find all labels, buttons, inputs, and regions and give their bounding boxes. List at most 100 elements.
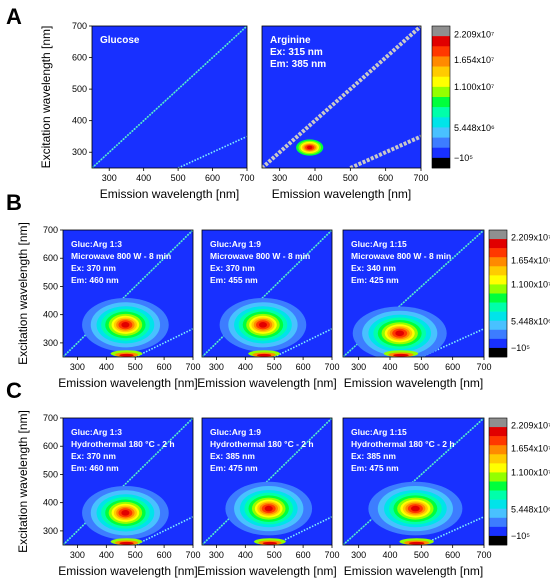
- colorbar-label: −10⁵: [511, 343, 530, 353]
- colorbar-swatch: [489, 445, 507, 455]
- x-tick-label: 600: [157, 362, 172, 372]
- colorbar-label: 2.209x10⁷: [454, 30, 494, 40]
- x-axis-label: Emission wavelength [nm]: [344, 376, 483, 390]
- x-tick-label: 400: [99, 362, 114, 372]
- colorbar-swatch: [489, 535, 507, 546]
- x-tick-label: 300: [351, 362, 366, 372]
- colorbar-swatch: [489, 275, 507, 285]
- colorbar-swatch: [489, 418, 507, 428]
- panel-letter-a: A: [6, 4, 22, 29]
- colorbar-swatch: [489, 230, 507, 240]
- x-tick-label: 300: [209, 362, 224, 372]
- colorbar-swatch: [489, 284, 507, 294]
- eem-panel-c-2: Gluc:Arg 1:9 Hydrothermal 180 °C - 2 h Ex:…: [197, 417, 340, 578]
- colorbar-swatch: [489, 490, 507, 500]
- plot-frame: [62, 229, 194, 358]
- second-order-scatter-line: [421, 516, 484, 545]
- x-tick-label: 600: [296, 550, 311, 560]
- x-tick-label: 300: [70, 362, 85, 372]
- colorbar-label: 1.654x10⁷: [511, 443, 550, 453]
- contour-level-10: [410, 505, 420, 512]
- panel-text-line: Em: 460 nm: [71, 463, 119, 473]
- y-tick-label: 500: [43, 281, 58, 291]
- x-tick-label: 300: [351, 550, 366, 560]
- panel-text-line: Hydrothermal 180 °C - 2 h: [351, 439, 455, 449]
- y-tick-label: 600: [43, 441, 58, 451]
- colorbar-swatch: [432, 117, 450, 128]
- scatter-glow: [92, 26, 247, 168]
- plot-content: [343, 418, 484, 545]
- x-tick-label: 400: [382, 362, 397, 372]
- x-tick-label: 600: [157, 550, 172, 560]
- colorbar-swatch: [432, 76, 450, 88]
- x-tick-label: 300: [209, 550, 224, 560]
- x-tick-label: 400: [238, 550, 253, 560]
- x-axis-label: Emission wavelength [nm]: [197, 376, 336, 390]
- contour-level-10: [258, 322, 268, 328]
- x-tick-label: 500: [267, 362, 282, 372]
- panel-text-line: Hydrothermal 180 °C - 2 h: [71, 439, 175, 449]
- colorbar-frame: [431, 25, 451, 169]
- x-tick-label: 500: [414, 362, 429, 372]
- colorbar-label: 1.100x10⁷: [511, 280, 550, 290]
- y-tick-label: 700: [43, 413, 58, 423]
- colorbar-swatch: [489, 266, 507, 276]
- panel-text-line: Microwave 800 W - 8 min: [210, 251, 310, 261]
- colorbar-swatch: [432, 107, 450, 118]
- y-tick-label: 600: [43, 253, 58, 263]
- panel-text-line: Ex: 340 nm: [351, 263, 396, 273]
- colorbar-swatch: [489, 463, 507, 473]
- x-tick-label: 600: [296, 362, 311, 372]
- colorbar-label: 2.209x10⁷: [511, 233, 550, 243]
- x-tick-label: 700: [324, 550, 339, 560]
- eem-panel-b-1: Gluc:Arg 1:3 Microwave 800 W - 8 min Ex: 3…: [16, 222, 201, 390]
- plot-content: [202, 230, 332, 357]
- panel-text-line: Ex: 370 nm: [210, 263, 255, 273]
- x-tick-label: 500: [128, 550, 143, 560]
- x-tick-label: 600: [378, 173, 393, 183]
- plot-content: [202, 418, 332, 545]
- contour-level-10: [306, 145, 313, 150]
- panel-text-line: Gluc:Arg 1:15: [351, 239, 407, 249]
- x-tick-label: 700: [476, 362, 491, 372]
- colorbar-swatch: [489, 320, 507, 331]
- x-tick-label: 500: [128, 362, 143, 372]
- x-axis-label: Emission wavelength [nm]: [58, 564, 197, 578]
- panel-text-line: Microwave 800 W - 8 min: [351, 251, 451, 261]
- x-tick-label: 400: [382, 550, 397, 560]
- colorbar-swatch: [489, 499, 507, 510]
- panel-text-line: Ex: 370 nm: [71, 263, 116, 273]
- x-tick-label: 400: [238, 362, 253, 372]
- colorbar-swatch: [432, 56, 450, 67]
- x-tick-label: 600: [445, 362, 460, 372]
- panel-text-line: Ex: 385 nm: [351, 451, 396, 461]
- panel-text-line: Em: 455 nm: [210, 275, 258, 285]
- contour-level-10: [395, 330, 405, 337]
- eem-panel-b-2: Gluc:Arg 1:9 Microwave 800 W - 8 min Ex: 3…: [197, 229, 340, 390]
- y-tick-label: 400: [72, 116, 87, 126]
- panel-text-line: Gluc:Arg 1:3: [71, 239, 122, 249]
- colorbar-swatch: [489, 311, 507, 322]
- panel-text-line: Em: 460 nm: [71, 275, 119, 285]
- y-tick-label: 300: [43, 338, 58, 348]
- lower-lobe-peak: [119, 353, 134, 357]
- colorbar-swatch: [432, 147, 450, 159]
- colorbar-swatch: [489, 248, 507, 258]
- x-tick-label: 500: [267, 550, 282, 560]
- scatter-glow: [63, 230, 193, 357]
- y-tick-label: 500: [43, 469, 58, 479]
- plot-content: [262, 26, 421, 168]
- x-tick-label: 700: [413, 173, 428, 183]
- x-tick-label: 500: [414, 550, 429, 560]
- colorbar-swatch: [489, 329, 507, 340]
- second-order-scatter-line: [177, 135, 247, 168]
- scatter-glow: [63, 418, 193, 545]
- colorbar-swatch: [432, 97, 450, 108]
- x-tick-label: 700: [185, 550, 200, 560]
- panel-text-line: Hydrothermal 180 °C - 2 h: [210, 439, 314, 449]
- colorbar-swatch: [489, 472, 507, 482]
- x-axis-label: Emission wavelength [nm]: [272, 187, 411, 201]
- x-axis-label: Emission wavelength [nm]: [58, 376, 197, 390]
